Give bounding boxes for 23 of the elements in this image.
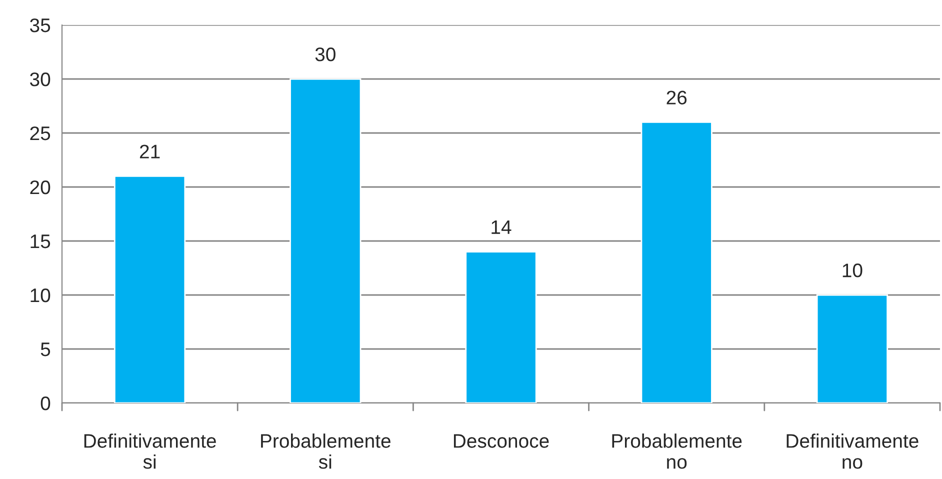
bar xyxy=(465,251,537,403)
y-tick-label: 30 xyxy=(30,72,50,86)
y-tick-label: 20 xyxy=(30,180,50,194)
x-tick-label: Desconoce xyxy=(454,434,549,448)
y-tick-label: 10 xyxy=(30,288,50,302)
y-tick-label: 5 xyxy=(40,342,50,356)
data-label: 26 xyxy=(666,90,687,104)
data-label: 21 xyxy=(140,144,160,158)
bar xyxy=(816,294,888,403)
bar xyxy=(640,122,712,403)
y-tick-label: 25 xyxy=(30,126,50,140)
x-tick-label: Probablemente si xyxy=(261,434,390,469)
data-label: 10 xyxy=(842,264,862,278)
y-tick-label: 15 xyxy=(30,234,50,248)
data-label: 30 xyxy=(315,48,336,62)
y-tick-label: 0 xyxy=(40,396,50,410)
x-tick-label: Probablemente no xyxy=(612,434,742,469)
bar xyxy=(114,176,186,403)
y-tick-label: 35 xyxy=(30,18,50,32)
x-tick-label: Definitivamente no xyxy=(786,434,918,469)
x-tick-label: Definitivamente si xyxy=(84,434,216,469)
bar xyxy=(290,78,362,403)
data-label: 14 xyxy=(492,220,512,234)
